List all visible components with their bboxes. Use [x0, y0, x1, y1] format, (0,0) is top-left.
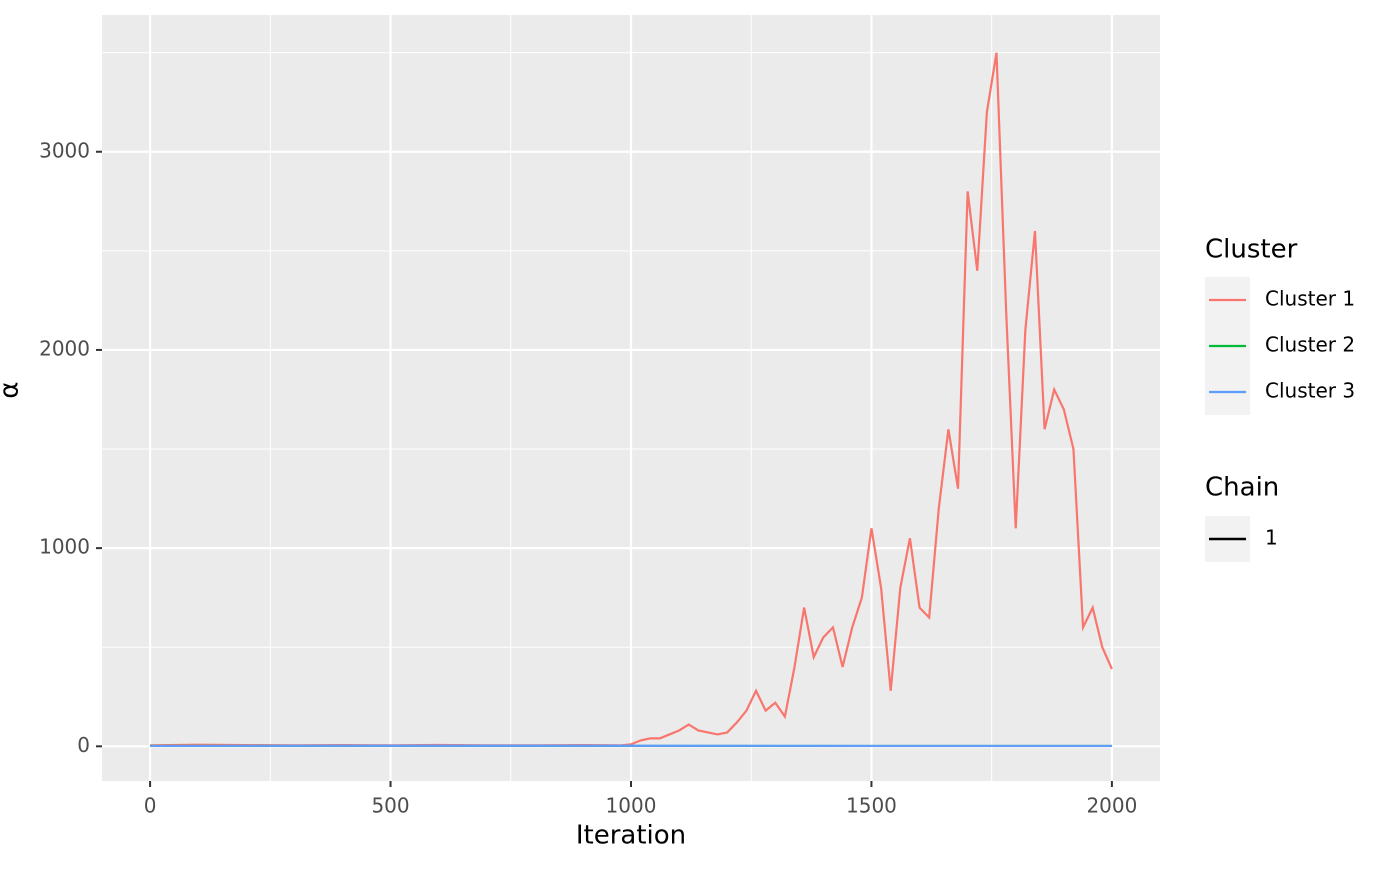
y-tick-label: 3000 [39, 138, 90, 162]
legend-label: Cluster 3 [1265, 379, 1355, 403]
y-axis-label: α [0, 381, 25, 398]
legend-title: Chain [1205, 473, 1279, 503]
x-axis-label: Iteration [576, 821, 686, 851]
x-tick-label: 2000 [1086, 794, 1137, 818]
legend-title: Cluster [1205, 235, 1298, 265]
x-tick-label: 1500 [846, 794, 897, 818]
legend-label: Cluster 1 [1265, 287, 1355, 311]
legend-label: Cluster 2 [1265, 333, 1355, 357]
x-tick-label: 0 [144, 794, 157, 818]
y-tick-label: 0 [77, 733, 90, 757]
y-tick-label: 1000 [39, 535, 90, 559]
x-tick-label: 500 [371, 794, 409, 818]
y-tick-label: 2000 [39, 336, 90, 360]
legend-label: 1 [1265, 526, 1278, 550]
x-tick-label: 1000 [606, 794, 657, 818]
